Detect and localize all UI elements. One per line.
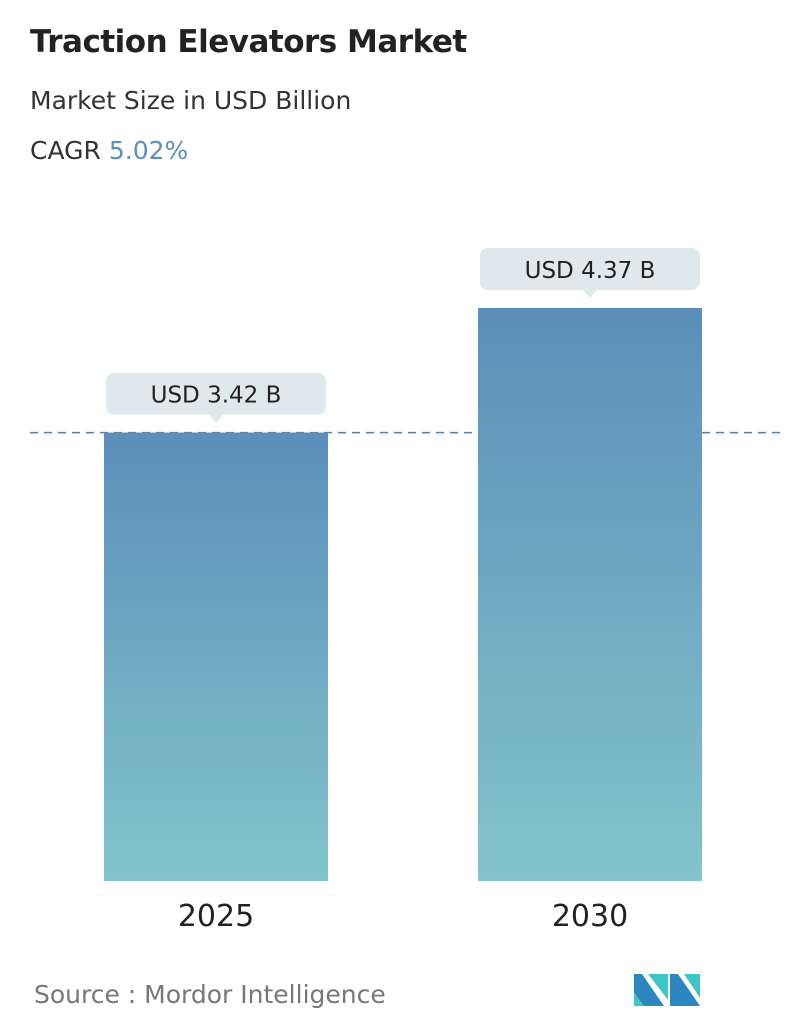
mordor-logo-icon: [634, 974, 700, 1006]
data-label-pointer: [209, 414, 223, 423]
data-label-pointer: [583, 290, 597, 298]
data-label-box: [480, 248, 700, 290]
chart-subtitle: Market Size in USD Billion: [30, 86, 352, 115]
source-note: Source : Mordor Intelligence: [34, 980, 386, 1009]
cagr-label: CAGR: [30, 136, 101, 165]
chart-title: Traction Elevators Market: [30, 24, 467, 60]
bar-2025: [104, 432, 328, 881]
cagr: CAGR 5.02%: [30, 136, 188, 165]
data-label-box: [106, 372, 326, 415]
x-tick-label: 2025: [178, 899, 254, 934]
cagr-value: 5.02%: [108, 136, 189, 165]
x-tick-label: 2030: [552, 899, 628, 934]
data-label: USD 3.42 B: [151, 383, 282, 409]
bar-2030: [478, 308, 702, 881]
data-label: USD 4.37 B: [525, 258, 656, 284]
